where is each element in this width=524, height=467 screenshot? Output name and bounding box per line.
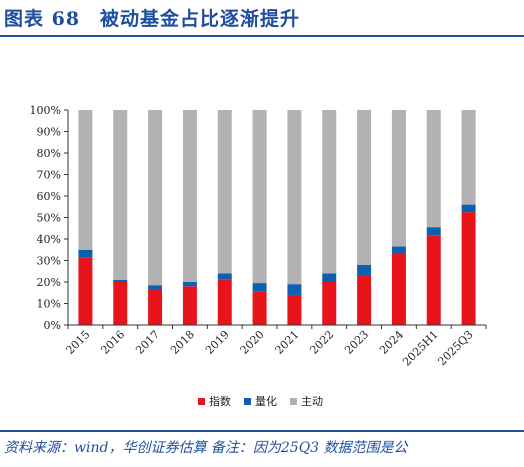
bar-2024-series-0 — [391, 252, 406, 325]
bar-2020-series-1 — [252, 283, 267, 292]
bar-2021-series-0 — [287, 294, 302, 325]
bar-2024-series-2 — [391, 110, 406, 247]
bar-2023-series-2 — [357, 110, 372, 265]
source-rule — [0, 430, 524, 432]
bar-2017-series-1 — [148, 285, 163, 290]
x-tick-label: 2018 — [168, 328, 197, 357]
bar-2022-series-0 — [322, 282, 337, 325]
x-axis: 2015 2016 2017 2018 2019 2020 2021 2022 2023 2024… — [64, 324, 487, 369]
y-tick-label: 30% — [37, 255, 61, 268]
bar-2019-series-2 — [217, 110, 232, 274]
bar-2019-series-0 — [217, 279, 232, 325]
bar-2017-series-0 — [148, 289, 163, 325]
y-tick-label: 80% — [37, 147, 61, 160]
bar-2021-series-2 — [287, 110, 302, 285]
legend-swatch-1 — [244, 398, 251, 405]
x-tick-label: 2025Q3 — [435, 328, 475, 368]
x-tick-label: 2016 — [98, 328, 127, 357]
bar-2025H1-series-1 — [426, 227, 441, 236]
legend-swatch-2 — [290, 398, 297, 405]
bar-2025Q3-series-2 — [461, 110, 476, 205]
bar-2015-series-1 — [78, 249, 93, 258]
x-tick-label: 2022 — [307, 328, 336, 357]
bar-2025Q3-series-0 — [461, 212, 476, 325]
bar-2015-series-0 — [78, 257, 93, 325]
bar-2016-series-2 — [113, 110, 128, 280]
y-tick-label: 20% — [37, 276, 61, 289]
bars — [78, 110, 476, 325]
bar-2023-series-1 — [357, 264, 372, 276]
x-tick-label: 2025H1 — [400, 328, 441, 369]
x-tick-label: 2021 — [273, 328, 302, 357]
y-tick-label: 10% — [37, 298, 61, 311]
legend-label-1: 量化 — [255, 394, 277, 408]
y-tick-label: 60% — [37, 190, 61, 203]
y-tick-label: 90% — [37, 126, 61, 139]
legend-label-0: 指数 — [209, 394, 231, 408]
bar-2020-series-2 — [252, 110, 267, 284]
y-axis: 0% 10% 20% 30% 40% 50% 60% 70% 80% 90% 100% — [30, 104, 69, 332]
y-tick-label: 0% — [44, 319, 61, 332]
stacked-bar-chart: 0%10%20%30%40%50%60%70%80%90%100% 2015 20… — [30, 104, 487, 408]
x-tick-label: 2017 — [133, 328, 162, 357]
source-note: 资料来源：wind，华创证券估算 备注：因为25Q3 数据范围是公 — [4, 440, 408, 456]
y-tick-label: 50% — [37, 212, 61, 225]
legend: 指数 量化 主动 — [198, 394, 323, 408]
legend-swatch-0 — [198, 398, 205, 405]
y-tick-label: 40% — [37, 233, 61, 246]
bar-2015-series-2 — [78, 110, 93, 250]
bar-2017-series-2 — [148, 110, 163, 286]
x-tick-label: 2015 — [64, 328, 93, 357]
bar-2021-series-1 — [287, 284, 302, 295]
bar-2022-series-1 — [322, 273, 337, 282]
bar-2022-series-2 — [322, 110, 337, 274]
x-tick-label: 2020 — [238, 328, 267, 357]
x-tick-label: 2019 — [203, 328, 232, 357]
bar-2018-series-1 — [182, 282, 197, 287]
bar-2025H1-series-0 — [426, 235, 441, 325]
y-tick-label: 70% — [37, 169, 61, 182]
legend-label-2: 主动 — [301, 395, 323, 408]
x-tick-label: 2024 — [377, 328, 406, 357]
title-rule — [0, 35, 524, 37]
y-tick-label: 100% — [30, 104, 61, 117]
bar-2018-series-2 — [182, 110, 197, 282]
x-tick-label: 2023 — [342, 328, 371, 357]
bar-2018-series-0 — [182, 286, 197, 325]
bar-2020-series-0 — [252, 291, 267, 325]
bar-2016-series-0 — [113, 282, 128, 325]
bar-2025Q3-series-1 — [461, 204, 476, 213]
bar-2024-series-1 — [391, 246, 406, 253]
bar-2025H1-series-2 — [426, 110, 441, 228]
bar-2023-series-0 — [357, 275, 372, 325]
bar-2016-series-1 — [113, 279, 128, 282]
figure-title: 图表 68 被动基金占比逐渐提升 — [4, 8, 301, 30]
bar-2019-series-1 — [217, 273, 232, 280]
